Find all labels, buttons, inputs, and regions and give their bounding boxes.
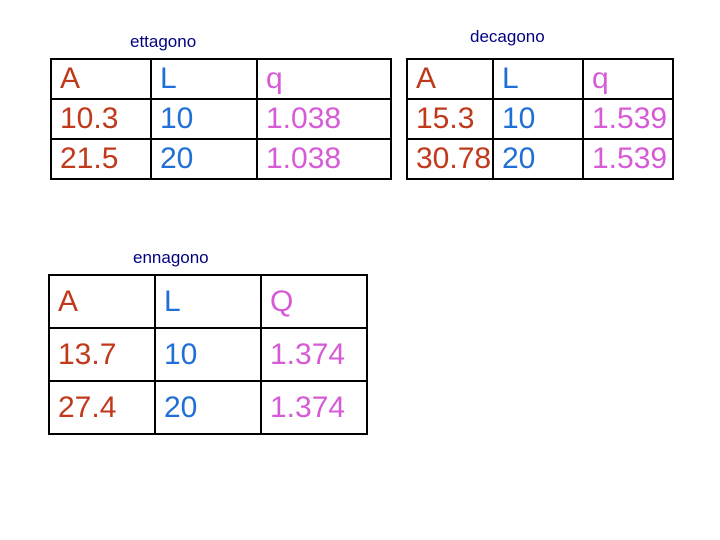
table-row: 27.4 20 1.374 — [48, 380, 368, 435]
ettagono-table: A L q 10.3 10 1.038 21.5 20 1.038 — [50, 58, 392, 180]
table-cell: 1.539 — [582, 98, 674, 140]
table-header-row: A L Q — [48, 274, 368, 329]
table-header-row: A L q — [50, 58, 392, 100]
decagono-table: A L q 15.3 10 1.539 30.78 20 1.539 — [406, 58, 674, 180]
decagono-caption: decagono — [470, 27, 545, 46]
table-cell: 20 — [150, 138, 258, 180]
header-cell-L: L — [492, 58, 584, 100]
table-cell: 15.3 — [406, 98, 494, 140]
ettagono-caption: ettagono — [130, 32, 197, 51]
header-cell-Q: Q — [260, 274, 368, 329]
table-cell: 21.5 — [50, 138, 152, 180]
header-cell-A: A — [406, 58, 494, 100]
table-row: 15.3 10 1.539 — [406, 98, 674, 140]
table-cell: 10 — [154, 327, 262, 382]
table-row: 21.5 20 1.038 — [50, 138, 392, 180]
table-cell: 1.374 — [260, 380, 368, 435]
table-cell: 1.539 — [582, 138, 674, 180]
table-cell: 1.038 — [256, 98, 392, 140]
table-cell: 13.7 — [48, 327, 156, 382]
table-header-row: A L q — [406, 58, 674, 100]
table-row: 30.78 20 1.539 — [406, 138, 674, 180]
table-cell: 27.4 — [48, 380, 156, 435]
header-cell-L: L — [154, 274, 262, 329]
table-cell: 10 — [150, 98, 258, 140]
ennagono-caption: ennagono — [133, 248, 209, 267]
header-cell-A: A — [48, 274, 156, 329]
header-cell-q: q — [582, 58, 674, 100]
table-cell: 1.374 — [260, 327, 368, 382]
header-cell-L: L — [150, 58, 258, 100]
table-cell: 20 — [154, 380, 262, 435]
table-cell: 1.038 — [256, 138, 392, 180]
table-cell: 20 — [492, 138, 584, 180]
table-row: 13.7 10 1.374 — [48, 327, 368, 382]
table-cell: 10 — [492, 98, 584, 140]
header-cell-A: A — [50, 58, 152, 100]
table-cell: 30.78 — [406, 138, 494, 180]
ennagono-table: A L Q 13.7 10 1.374 27.4 20 1.374 — [48, 274, 368, 435]
table-row: 10.3 10 1.038 — [50, 98, 392, 140]
header-cell-q: q — [256, 58, 392, 100]
table-cell: 10.3 — [50, 98, 152, 140]
